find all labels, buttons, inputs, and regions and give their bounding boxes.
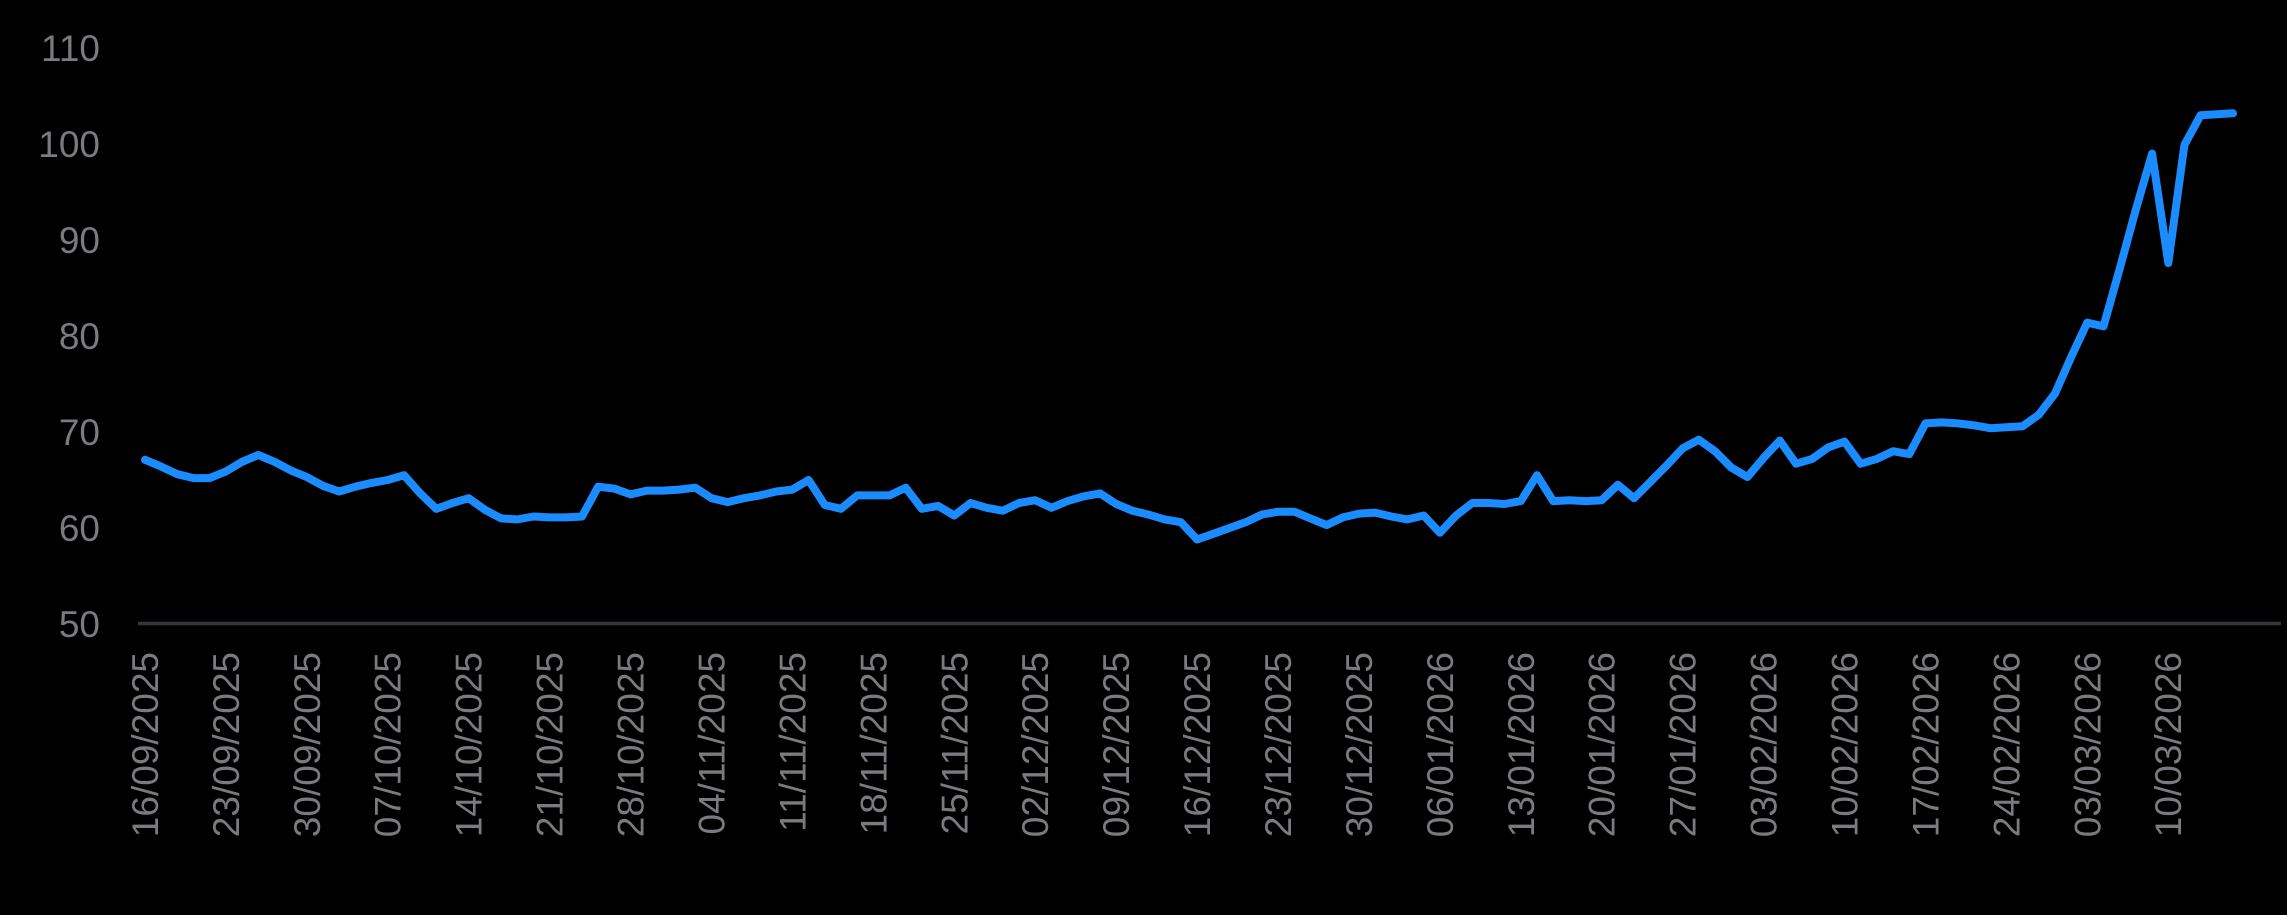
- x-tick-label: 30/09/2025: [287, 652, 328, 837]
- x-tick-label: 02/12/2025: [1015, 652, 1056, 837]
- x-tick-label: 24/02/2026: [1986, 652, 2027, 837]
- x-tick-label: 04/11/2025: [691, 652, 732, 834]
- y-tick-label: 100: [38, 124, 100, 165]
- x-tick-label: 10/03/2026: [2148, 652, 2189, 837]
- x-tick-label: 09/12/2025: [1096, 652, 1137, 837]
- x-tick-label: 28/10/2025: [611, 652, 652, 837]
- x-tick-label: 30/12/2025: [1339, 652, 1380, 837]
- x-tick-label: 27/01/2026: [1663, 652, 1704, 837]
- x-tick-label: 06/01/2026: [1420, 652, 1461, 837]
- x-tick-label: 14/10/2025: [449, 652, 490, 837]
- x-tick-label: 11/11/2025: [772, 652, 813, 832]
- x-tick-label: 23/09/2025: [206, 652, 247, 837]
- x-tick-label: 03/03/2026: [2067, 652, 2108, 837]
- x-tick-label: 10/02/2026: [1824, 652, 1865, 837]
- y-tick-label: 60: [59, 508, 100, 549]
- x-tick-label: 17/02/2026: [1905, 652, 1946, 837]
- x-tick-label: 25/11/2025: [934, 652, 975, 834]
- y-tick-label: 70: [59, 412, 100, 453]
- x-tick-label: 16/12/2025: [1177, 652, 1218, 837]
- price-line-series: [141, 109, 2237, 544]
- y-axis-tick-labels: 110 100 90 80 70 60 50: [38, 28, 100, 645]
- x-axis-tick-labels: 16/09/2025 23/09/2025 30/09/2025 07/10/2025…: [125, 652, 2189, 837]
- x-tick-label: 16/09/2025: [125, 652, 166, 837]
- x-tick-label: 23/12/2025: [1258, 652, 1299, 837]
- x-tick-label: 20/01/2026: [1582, 652, 1623, 837]
- x-tick-label: 13/01/2026: [1501, 652, 1542, 837]
- y-tick-label: 110: [41, 28, 100, 69]
- x-tick-label: 07/10/2025: [368, 652, 409, 837]
- y-tick-label: 50: [59, 604, 100, 645]
- y-tick-label: 90: [59, 220, 100, 261]
- y-tick-label: 80: [59, 316, 100, 357]
- x-tick-label: 21/10/2025: [530, 652, 571, 837]
- x-tick-label: 18/11/2025: [853, 652, 894, 834]
- x-tick-label: 03/02/2026: [1744, 652, 1785, 837]
